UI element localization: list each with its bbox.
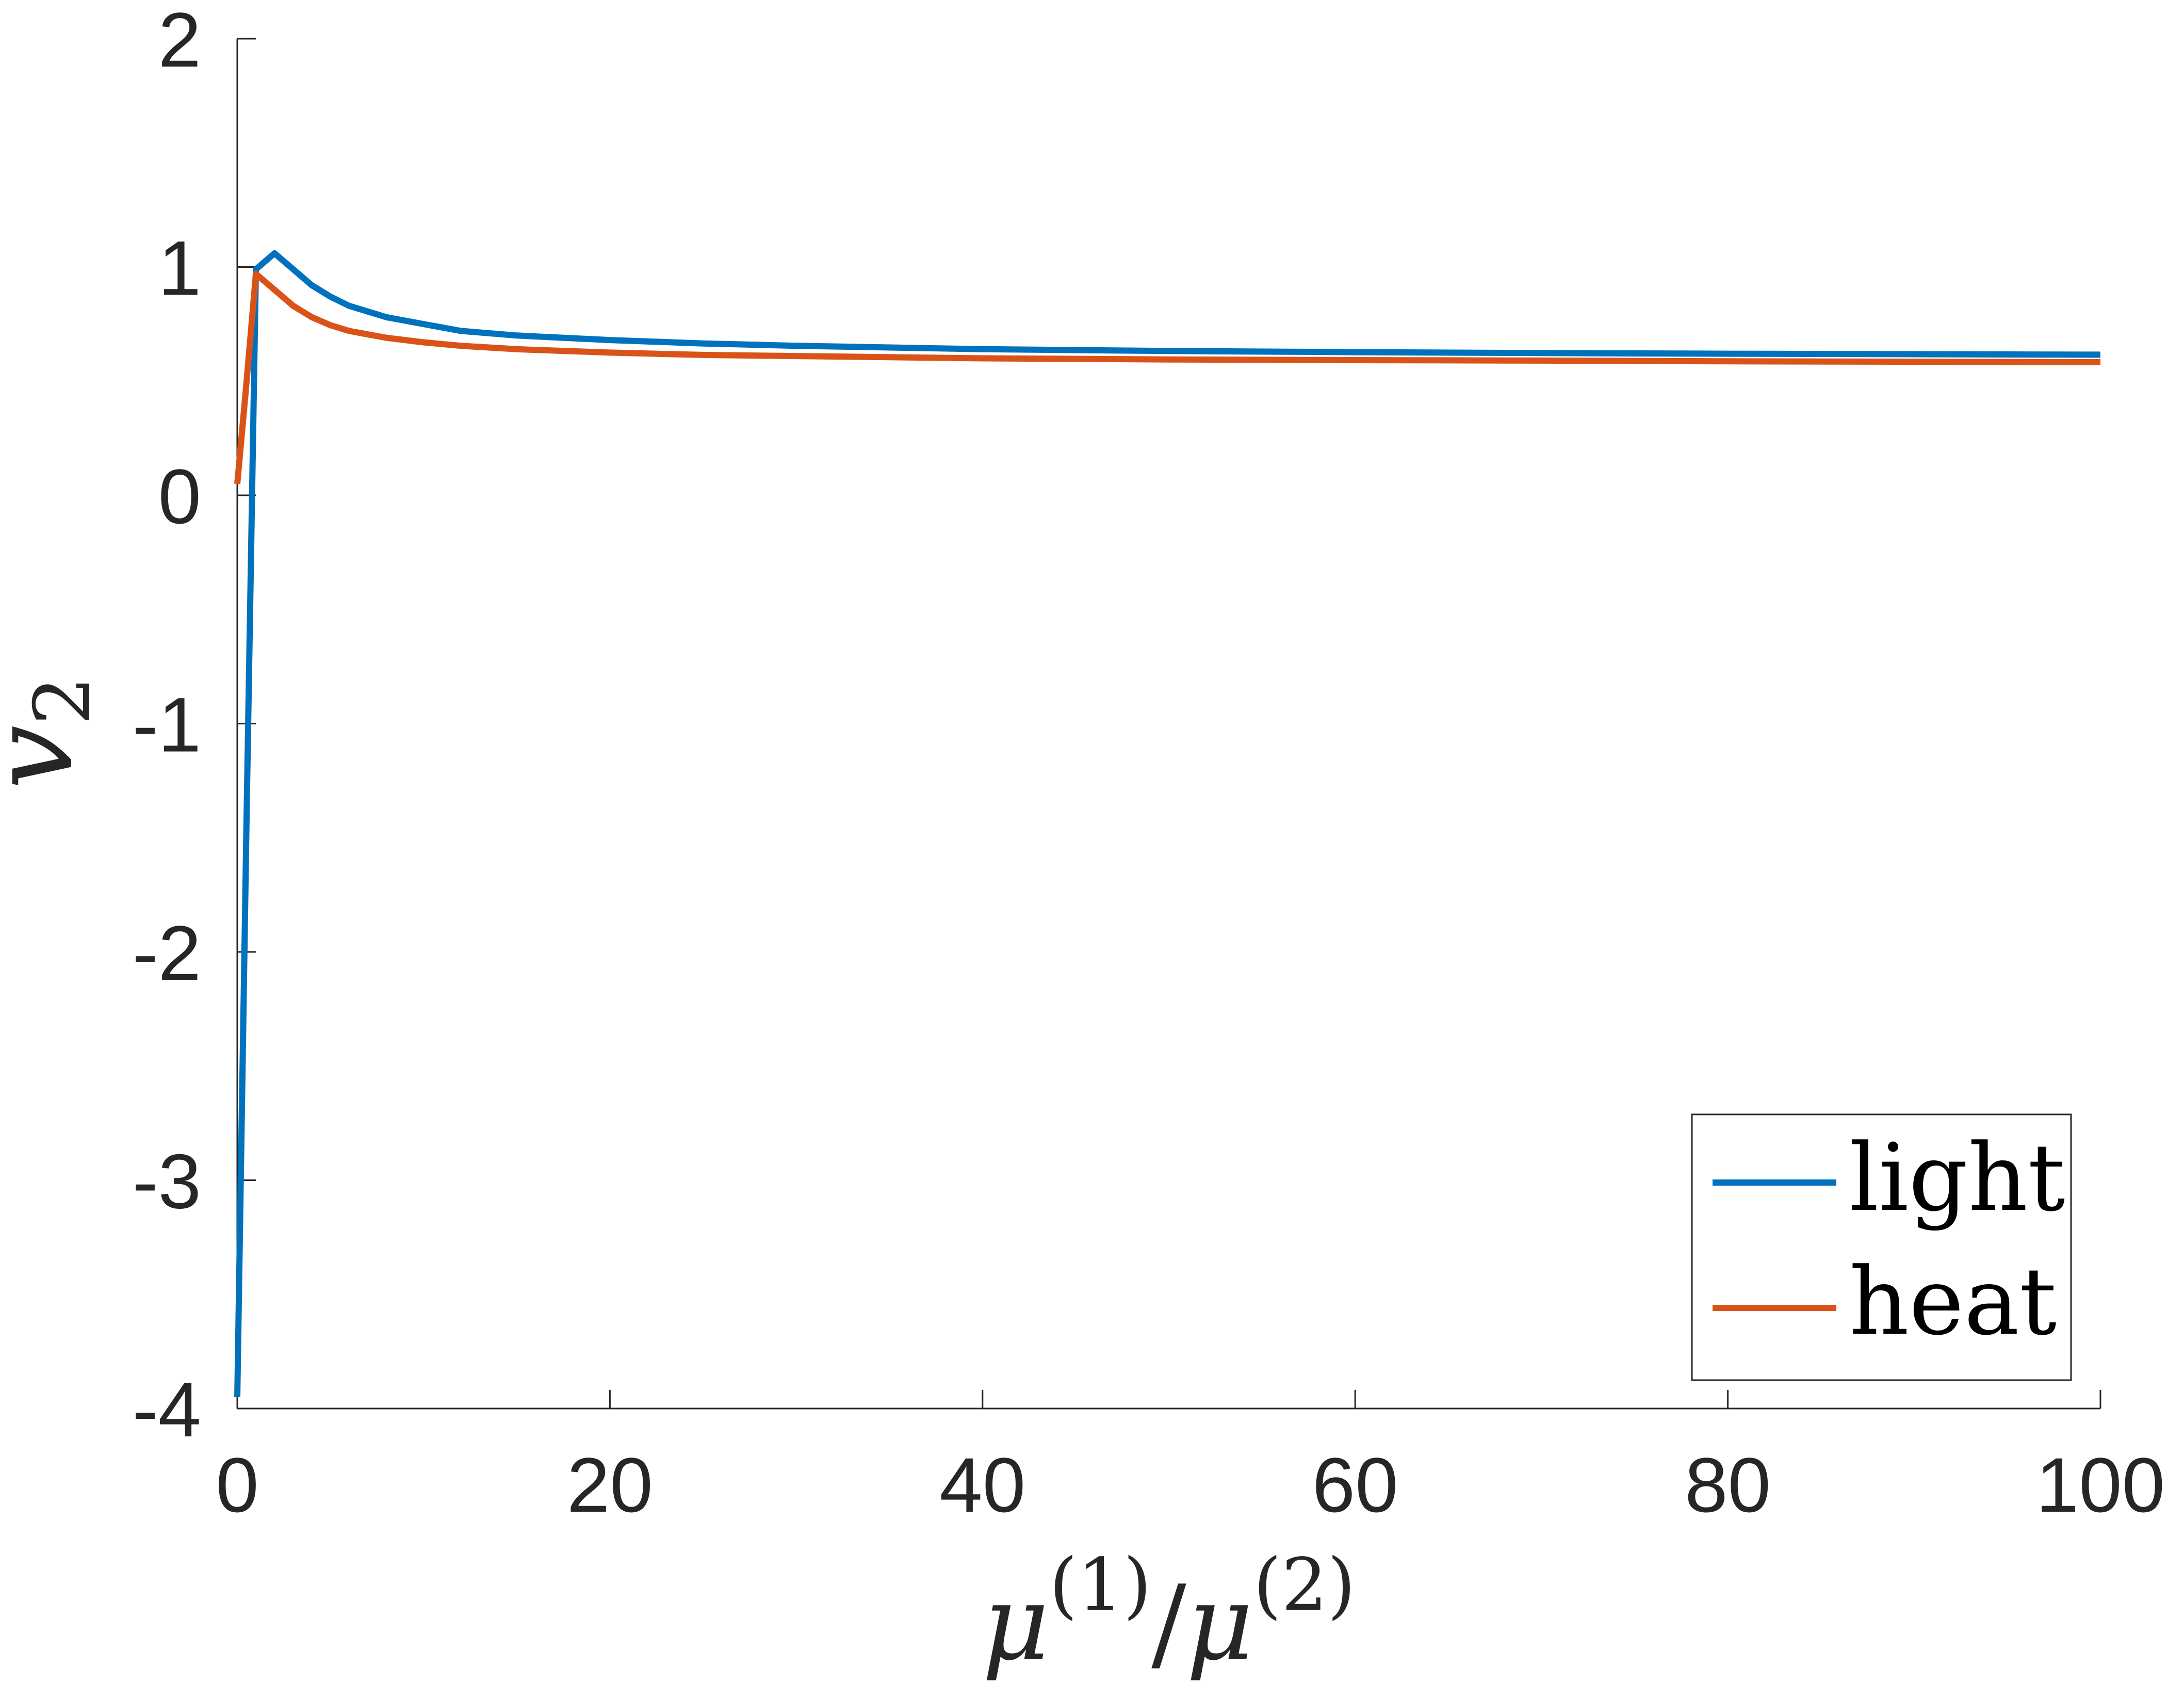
svg-text:v2: v2	[0, 676, 108, 789]
series-line-light	[234, 250, 2101, 1397]
x-tick-label: 40	[939, 1442, 1025, 1528]
legend-label-heat: heat	[1849, 1248, 2057, 1356]
x-tick-label: 80	[1685, 1442, 1771, 1528]
series-lines	[234, 250, 2101, 1397]
y-axis-label-sub: 2	[18, 676, 108, 725]
y-tick-label: -3	[133, 1138, 201, 1225]
y-tick-label: 1	[158, 225, 201, 312]
series-line-heat	[234, 270, 2101, 484]
y-axis-label-base: v	[0, 725, 98, 789]
y-tick-label: -2	[133, 910, 201, 996]
x-tick-label: 100	[2036, 1442, 2165, 1528]
svg-text:μ(1)/μ(2): μ(1)/μ(2)	[982, 1543, 1356, 1684]
legend-label-light: light	[1849, 1124, 2065, 1232]
legend: light heat	[1691, 1113, 2072, 1381]
tick-labels: 0 20 40 60 80 100 -4 -3 -2 -1 0 1 2	[133, 0, 2165, 1528]
y-tick-label: -4	[133, 1366, 201, 1453]
x-axis-label-sup2: (2)	[1253, 1543, 1356, 1627]
x-axis-label: μ(1)/μ(2)	[982, 1543, 1356, 1684]
x-axis-label-slash: /	[1151, 1563, 1186, 1684]
x-axis-label-mu2: μ	[1186, 1563, 1253, 1684]
x-tick-label: 60	[1312, 1442, 1398, 1528]
y-tick-label: 2	[158, 0, 201, 83]
x-tick-label: 0	[216, 1442, 258, 1528]
legend-box	[1691, 1113, 2072, 1381]
y-tick-label: -1	[133, 682, 201, 768]
y-axis-label: v2	[0, 676, 108, 789]
x-axis-label-sup1: (1)	[1049, 1543, 1151, 1627]
y-tick-label: 0	[158, 453, 201, 540]
x-tick-label: 20	[567, 1442, 653, 1528]
x-axis-label-mu1: μ	[982, 1563, 1049, 1684]
